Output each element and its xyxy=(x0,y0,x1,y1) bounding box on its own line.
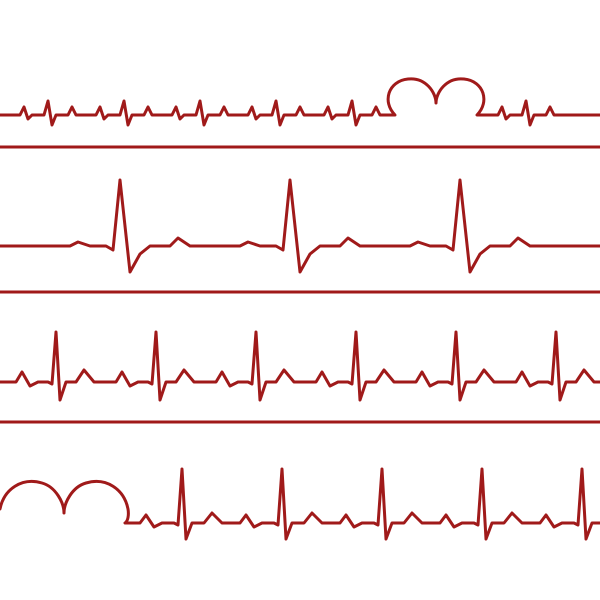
ecg-row-1-heart-right-svg xyxy=(0,35,600,150)
ecg-row-3-dense-svg xyxy=(0,312,600,432)
ecg-row-2-wide-qrs-svg xyxy=(0,168,600,298)
ecg-trace xyxy=(0,79,600,125)
ecg-trace xyxy=(0,332,600,400)
ecg-row-2-wide-qrs xyxy=(0,168,600,298)
ecg-row-4-heart-left-svg xyxy=(0,445,600,575)
ecg-trace xyxy=(0,469,600,539)
ecg-row-1-heart-right xyxy=(0,35,600,150)
ecg-row-4-heart-left xyxy=(0,445,600,575)
ecg-row-3-dense xyxy=(0,312,600,432)
ecg-trace xyxy=(0,180,600,272)
